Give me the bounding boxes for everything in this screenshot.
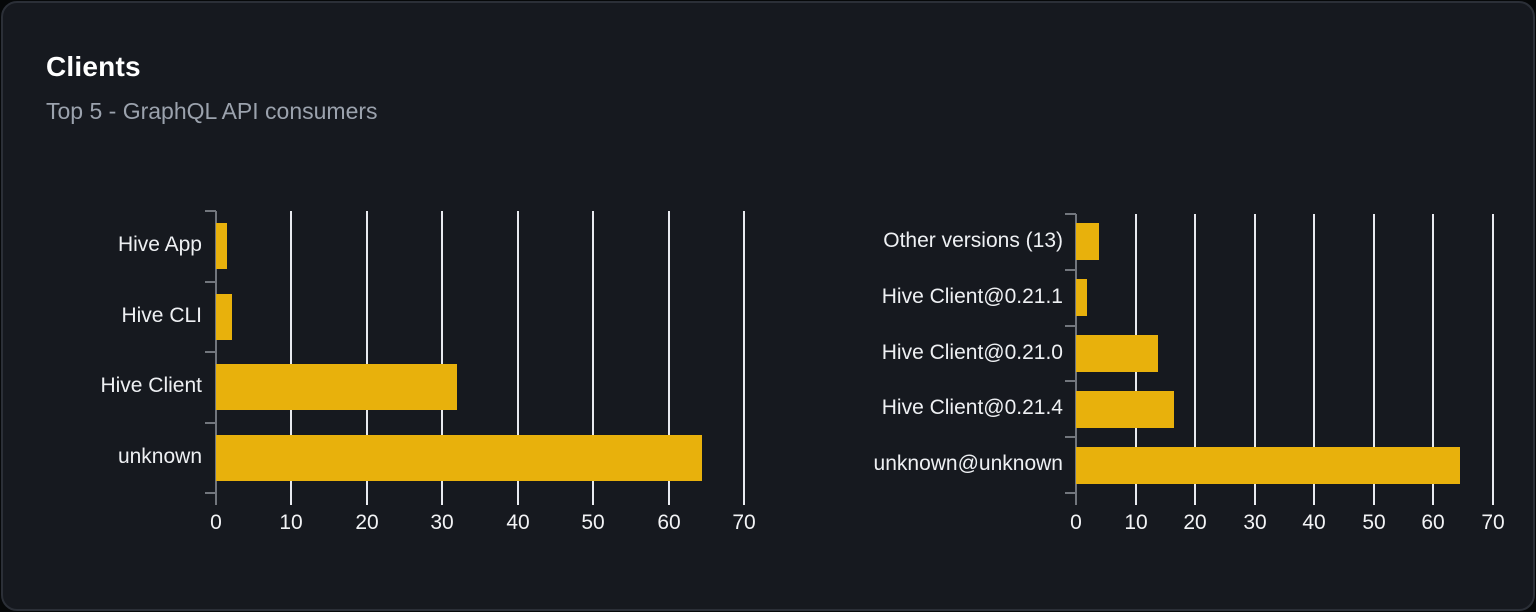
y-axis-tick [205,492,216,494]
category-label: Other versions (13) [883,229,1063,252]
client-versions-bar-chart: Other versions (13) Hive Client@0.21.1 Hiv… [843,213,1505,534]
category-label: unknown@unknown [873,452,1063,475]
category-label: unknown [117,445,202,468]
gridline [441,211,444,505]
category-label: Hive Client [100,374,202,397]
y-axis-tick [1065,325,1076,327]
category-label: Hive Client@0.21.4 [881,396,1063,419]
y-axis-tick [1065,269,1076,271]
x-tick-label: 20 [1183,511,1207,534]
x-tick-label: 60 [657,511,681,534]
x-tick-label: 70 [732,511,756,534]
x-tick-label: 10 [279,511,303,534]
bar-hive-cli[interactable] [216,294,232,340]
gridline [365,211,368,505]
bar-hive-client[interactable] [216,364,457,410]
bar-other-versions-13-[interactable] [1076,223,1099,260]
bar-hive-client-0-21-1[interactable] [1076,279,1087,316]
plot-area [205,210,745,505]
gridline [516,211,519,505]
bar-unknown-unknown[interactable] [1076,447,1460,484]
page-title: Clients [46,51,141,82]
y-axis-tick [205,422,216,424]
x-tick-label: 10 [1124,511,1148,534]
x-tick-label: 50 [1362,511,1386,534]
category-label: Hive App [117,233,202,256]
gridline [290,211,293,505]
x-tick-label: 30 [430,511,454,534]
bar-unknown[interactable] [216,435,702,481]
y-axis-tick [205,210,216,212]
gridline [1372,214,1375,505]
category-label: Hive Client@0.21.0 [881,341,1063,364]
x-tick-label: 60 [1421,511,1445,534]
x-tick-label: 0 [1070,511,1082,534]
category-label: Hive Client@0.21.1 [881,285,1063,308]
x-tick-label: 20 [355,511,379,534]
gridline [667,211,670,505]
x-tick-label: 50 [581,511,605,534]
x-tick-label: 70 [1481,511,1505,534]
gridline [1194,214,1197,505]
y-axis-line [215,211,217,505]
gridline [1432,214,1435,505]
y-axis-tick [205,281,216,283]
x-tick-label: 40 [506,511,530,534]
gridline [743,211,745,505]
x-tick-label: 30 [1243,511,1267,534]
gridline [1492,214,1494,505]
gridline [1313,214,1316,505]
gridline [592,211,595,505]
gridline [1253,214,1256,505]
plot-area [1065,213,1494,505]
clients-bar-chart: Hive App Hive CLI Hive Client unknown 0 10 20 3… [43,210,756,534]
y-axis-tick [205,351,216,353]
x-tick-label: 0 [210,511,222,534]
y-axis-tick [1065,213,1076,215]
y-axis-tick [1065,436,1076,438]
page-subtitle: Top 5 - GraphQL API consumers [46,98,378,124]
y-axis-tick [1065,492,1076,494]
bar-hive-client-0-21-4[interactable] [1076,391,1174,428]
bar-hive-app[interactable] [216,223,227,269]
y-axis-tick [1065,380,1076,382]
category-label: Hive CLI [121,304,202,327]
bar-hive-client-0-21-0[interactable] [1076,335,1158,372]
x-tick-label: 40 [1302,511,1326,534]
